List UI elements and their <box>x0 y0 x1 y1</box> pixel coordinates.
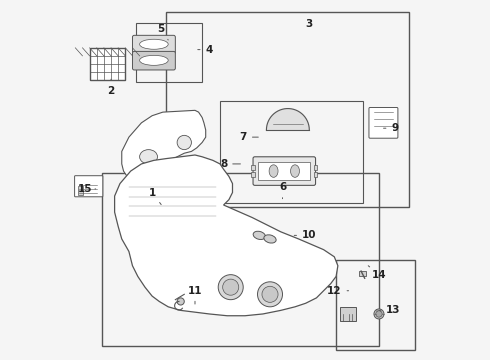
Ellipse shape <box>218 275 243 300</box>
FancyBboxPatch shape <box>74 176 103 197</box>
Ellipse shape <box>258 282 283 307</box>
Ellipse shape <box>177 135 192 150</box>
Bar <box>102 173 379 346</box>
Bar <box>78 186 83 195</box>
Ellipse shape <box>253 231 266 239</box>
Polygon shape <box>122 111 206 178</box>
Ellipse shape <box>269 165 278 177</box>
Text: 12: 12 <box>327 286 348 296</box>
FancyBboxPatch shape <box>132 35 175 54</box>
Ellipse shape <box>177 298 184 305</box>
Ellipse shape <box>291 165 299 177</box>
Ellipse shape <box>262 286 278 302</box>
Ellipse shape <box>140 150 157 164</box>
Text: 4: 4 <box>198 45 213 55</box>
Text: 8: 8 <box>220 159 241 169</box>
Ellipse shape <box>222 279 239 295</box>
Text: 11: 11 <box>188 286 202 304</box>
Polygon shape <box>267 109 309 130</box>
Ellipse shape <box>140 39 168 49</box>
Ellipse shape <box>264 235 276 243</box>
Bar <box>314 165 318 170</box>
Text: 15: 15 <box>78 184 96 194</box>
FancyBboxPatch shape <box>132 51 175 70</box>
Bar <box>359 271 367 276</box>
Bar <box>336 260 415 350</box>
Ellipse shape <box>140 55 168 65</box>
Bar <box>136 23 202 82</box>
Text: 14: 14 <box>368 266 386 280</box>
Text: 7: 7 <box>240 132 258 142</box>
Text: 9: 9 <box>384 123 398 133</box>
Ellipse shape <box>376 311 382 317</box>
Bar <box>90 48 125 80</box>
Bar <box>220 102 363 203</box>
Text: 13: 13 <box>379 305 400 315</box>
Bar <box>251 172 255 177</box>
Bar <box>314 172 318 177</box>
FancyBboxPatch shape <box>253 157 316 185</box>
Text: 2: 2 <box>107 79 115 96</box>
FancyBboxPatch shape <box>369 108 398 138</box>
Bar <box>258 162 310 180</box>
Text: 3: 3 <box>306 18 313 28</box>
Polygon shape <box>115 155 338 316</box>
Bar <box>340 307 356 321</box>
Text: 10: 10 <box>294 230 317 240</box>
Text: 5: 5 <box>157 24 168 40</box>
Ellipse shape <box>374 309 384 319</box>
Text: 1: 1 <box>148 188 161 204</box>
Bar <box>251 165 255 170</box>
Text: 6: 6 <box>279 182 286 199</box>
Bar <box>167 12 409 207</box>
